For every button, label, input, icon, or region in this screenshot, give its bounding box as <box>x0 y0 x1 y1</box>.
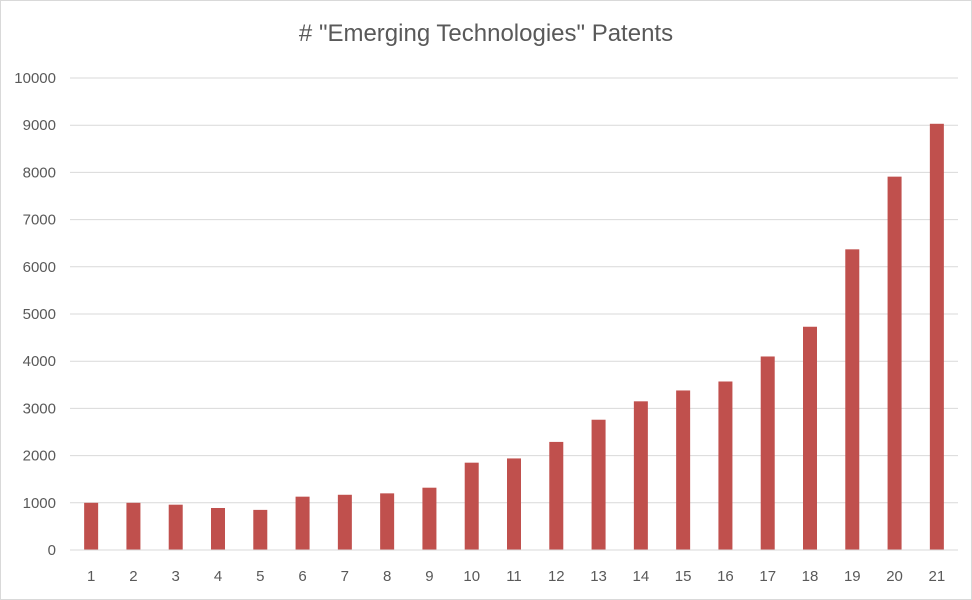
bar <box>337 494 352 550</box>
bar <box>422 487 437 550</box>
x-tick-label: 5 <box>256 568 264 585</box>
x-tick-label: 11 <box>506 568 522 585</box>
y-tick-label: 4000 <box>23 353 56 370</box>
x-tick-label: 12 <box>548 568 565 585</box>
x-tick-label: 10 <box>463 568 480 585</box>
bar <box>168 504 183 550</box>
bar <box>464 462 479 550</box>
x-tick-label: 1 <box>87 568 95 585</box>
bar <box>633 401 648 550</box>
y-tick-label: 0 <box>48 542 56 559</box>
y-tick-label: 5000 <box>23 306 56 323</box>
x-axis-tick-labels: 1 2 3 4 5 6 7 8 9 10 11 12 13 14 15 16 17 18 19 20 21 <box>87 568 945 585</box>
x-tick-label: 16 <box>717 568 734 585</box>
gridlines <box>70 77 958 504</box>
x-tick-label: 2 <box>129 568 137 585</box>
bar <box>929 123 944 550</box>
x-tick-label: 18 <box>802 568 819 585</box>
bar <box>887 176 902 550</box>
x-tick-label: 13 <box>590 568 607 585</box>
x-tick-label: 3 <box>172 568 180 585</box>
x-tick-label: 7 <box>341 568 349 585</box>
x-tick-label: 15 <box>675 568 692 585</box>
bar <box>845 249 860 550</box>
bar <box>507 458 521 550</box>
y-tick-label: 3000 <box>23 400 56 417</box>
x-tick-label: 6 <box>298 568 306 585</box>
bars <box>84 123 944 550</box>
bar <box>295 496 310 550</box>
x-tick-label: 14 <box>633 568 650 585</box>
x-tick-label: 19 <box>844 568 861 585</box>
x-tick-label: 4 <box>214 568 222 585</box>
bar <box>211 507 225 550</box>
x-tick-label: 17 <box>759 568 776 585</box>
y-tick-label: 1000 <box>23 495 56 512</box>
y-tick-label: 2000 <box>23 448 56 465</box>
bar <box>760 356 775 550</box>
x-tick-label: 20 <box>886 568 903 585</box>
y-tick-label: 7000 <box>23 212 56 229</box>
bar <box>676 390 691 550</box>
y-tick-label: 9000 <box>23 117 56 134</box>
bar <box>549 441 564 550</box>
x-tick-label: 8 <box>383 568 391 585</box>
y-tick-label: 6000 <box>23 259 56 276</box>
bar <box>253 509 268 550</box>
y-tick-label: 8000 <box>23 164 56 181</box>
bar <box>591 419 606 550</box>
y-axis-tick-labels: 0 1000 2000 3000 4000 5000 6000 7000 8000 9000 100… <box>14 70 56 559</box>
chart-title: # "Emerging Technologies" Patents <box>298 20 674 47</box>
bar <box>803 326 817 550</box>
bar <box>126 502 141 550</box>
x-tick-label: 21 <box>929 568 946 585</box>
x-tick-label: 9 <box>425 568 433 585</box>
bar <box>380 493 395 550</box>
bar <box>718 381 733 550</box>
y-tick-label: 10000 <box>14 70 56 87</box>
bar <box>84 502 99 550</box>
